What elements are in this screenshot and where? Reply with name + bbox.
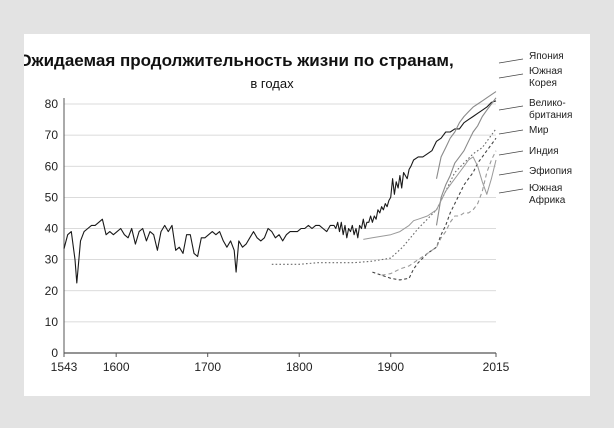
series-line	[435, 97, 497, 226]
series-label-line: Южная	[529, 66, 562, 77]
series-lines	[63, 91, 497, 284]
y-tick-label: 0	[51, 346, 58, 360]
series-line	[381, 150, 497, 276]
y-tick-label: 10	[45, 315, 59, 329]
label-leader	[498, 58, 524, 64]
y-tick-label: 20	[45, 284, 59, 298]
life-expectancy-chart: Ожидаемая продолжительность жизни по стр…	[24, 51, 572, 374]
series-line	[363, 156, 497, 240]
series-label-line: Мир	[529, 125, 549, 136]
series-label: Япония	[529, 51, 564, 62]
y-tick-label: 60	[45, 159, 59, 173]
series-label: Эфиопия	[529, 165, 572, 177]
label-leader	[498, 170, 524, 176]
x-tick-label: 1900	[377, 360, 404, 374]
label-leader	[498, 150, 524, 156]
x-tick-label: 1800	[286, 360, 313, 374]
y-tick-label: 40	[45, 222, 59, 236]
label-leader	[498, 129, 524, 135]
series-label-line: Эфиопия	[529, 165, 572, 177]
series-line	[435, 91, 497, 179]
chart-title: Ожидаемая продолжительность жизни по стр…	[24, 51, 454, 70]
label-leader	[498, 105, 524, 111]
series-label-line: Корея	[529, 78, 557, 89]
series-line	[271, 128, 497, 265]
x-tick-label: 1600	[103, 360, 130, 374]
series-label-line: Велико-	[529, 98, 566, 109]
series-label: Южная Африка	[529, 183, 566, 206]
grid-lines	[63, 98, 497, 357]
series-label-line: Южная	[529, 183, 562, 194]
y-axis-ticks: 0 10 20 30 40 50 60 70 80	[45, 97, 59, 360]
y-tick-label: 50	[45, 190, 59, 204]
x-tick-label: 2015	[483, 360, 510, 374]
series-label: Индия	[529, 146, 559, 157]
label-leader	[498, 188, 524, 194]
chart-subtitle: в годах	[250, 76, 294, 91]
series-label-line: Африка	[529, 194, 566, 206]
series-label-line: британия	[529, 109, 572, 121]
x-tick-label: 1700	[194, 360, 221, 374]
x-tick-label: 1543	[51, 360, 78, 374]
series-label: Мир	[529, 125, 549, 136]
label-leader	[498, 73, 524, 79]
y-tick-label: 80	[45, 97, 59, 111]
x-axis-ticks: 1543 1600 1700 1800 1900 2015	[51, 360, 510, 374]
series-label: Южная Корея	[529, 66, 562, 89]
chart-card: Ожидаемая продолжительность жизни по стр…	[24, 34, 590, 396]
series-label-line: Индия	[529, 146, 559, 157]
y-tick-label: 70	[45, 128, 59, 142]
series-line	[372, 137, 497, 281]
series-line	[63, 100, 497, 284]
series-label: Велико-британия	[529, 98, 572, 121]
series-label-line: Япония	[529, 51, 564, 62]
y-tick-label: 30	[45, 253, 59, 267]
